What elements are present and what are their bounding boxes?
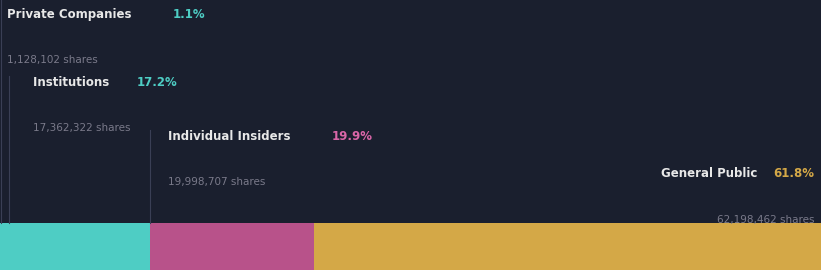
Text: 19,998,707 shares: 19,998,707 shares bbox=[168, 177, 266, 187]
Text: 17,362,322 shares: 17,362,322 shares bbox=[33, 123, 131, 133]
Text: 1.1%: 1.1% bbox=[172, 8, 205, 21]
Bar bbox=[150, 223, 314, 270]
Text: 62,198,462 shares: 62,198,462 shares bbox=[717, 215, 814, 225]
Text: Private Companies: Private Companies bbox=[7, 8, 135, 21]
Text: Institutions: Institutions bbox=[33, 76, 113, 89]
Text: 19.9%: 19.9% bbox=[332, 130, 373, 143]
Text: 61.8%: 61.8% bbox=[773, 167, 814, 180]
Bar bbox=[0, 223, 9, 270]
Text: Individual Insiders: Individual Insiders bbox=[168, 130, 295, 143]
Bar bbox=[314, 223, 821, 270]
Text: General Public: General Public bbox=[661, 167, 762, 180]
Text: 1,128,102 shares: 1,128,102 shares bbox=[7, 55, 98, 65]
Text: 17.2%: 17.2% bbox=[136, 76, 177, 89]
Bar bbox=[9, 223, 150, 270]
